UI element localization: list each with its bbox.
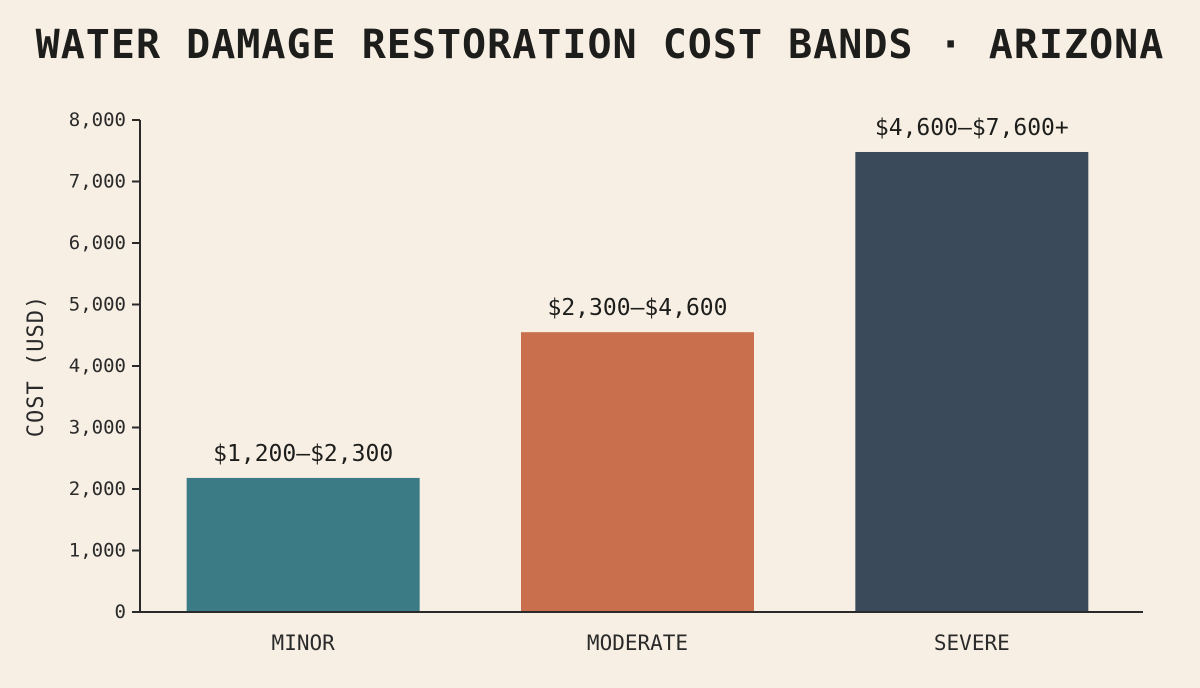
bar bbox=[186, 477, 420, 612]
y-tick-label: 1,000 bbox=[69, 540, 126, 562]
data-label: $2,300–$4,600 bbox=[547, 295, 727, 321]
y-tick-label: 0 bbox=[115, 601, 126, 623]
bars-group: $1,200–$2,300 $2,300–$4,600 $4,600–$7,600+ bbox=[186, 115, 1089, 613]
bar bbox=[855, 151, 1089, 613]
y-axis-title: COST (USD) bbox=[24, 295, 49, 437]
bar bbox=[521, 332, 754, 612]
y-tick-label: 4,000 bbox=[69, 355, 126, 377]
data-label: $1,200–$2,300 bbox=[213, 441, 393, 467]
x-tick-label: MODERATE bbox=[587, 631, 688, 655]
x-axis: MINOR MODERATE SEVERE bbox=[140, 611, 1143, 655]
x-tick-label: SEVERE bbox=[934, 631, 1010, 655]
chart-title: WATER DAMAGE RESTORATION COST BANDS · AR… bbox=[35, 22, 1165, 68]
y-tick-label: 8,000 bbox=[69, 109, 126, 131]
y-tick-label: 3,000 bbox=[69, 417, 126, 439]
y-tick-label: 7,000 bbox=[69, 171, 126, 193]
x-tick-label: MINOR bbox=[272, 631, 336, 655]
y-tick-label: 6,000 bbox=[69, 232, 126, 254]
y-tick-label: 5,000 bbox=[69, 294, 126, 316]
data-label: $4,600–$7,600+ bbox=[875, 115, 1069, 141]
y-tick-label: 2,000 bbox=[69, 478, 126, 500]
y-axis: 0 1,000 2,000 3,000 4,000 5,000 6,000 7,000 8,00… bbox=[69, 109, 141, 623]
